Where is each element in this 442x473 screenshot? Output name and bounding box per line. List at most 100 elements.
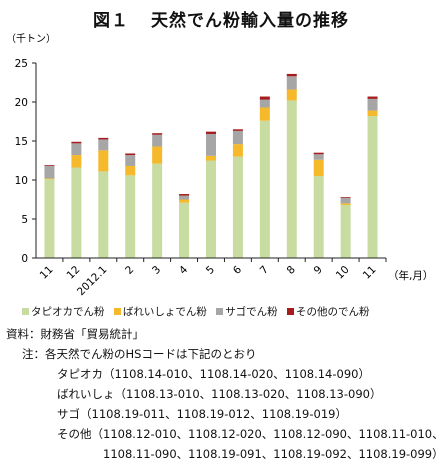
- bar-segment-other: [367, 96, 378, 99]
- bar-segment-sago: [98, 139, 109, 151]
- bar-segment-other: [125, 153, 136, 156]
- legend-item-tapioca: タピオカでん粉: [22, 304, 105, 319]
- hs-code-name: その他: [57, 427, 92, 441]
- hs-code-row-tapioca: タピオカ（1108.14-010、1108.14-020、1108.14-090…: [57, 365, 370, 385]
- bar-segment-tapioca: [44, 179, 55, 258]
- bar-segment-potato: [206, 155, 216, 161]
- hs-code-name: サゴ: [57, 407, 80, 421]
- note-text: 各天然でん粉のHSコードは下記のとおり: [45, 347, 257, 361]
- legend-label-sago: サゴでん粉: [225, 306, 278, 318]
- x-tick-label: 5: [204, 264, 217, 277]
- hs-code-values: （1108.19-011、1108.19-012、1108.19-019）: [80, 407, 347, 421]
- bar-segment-sago: [286, 76, 297, 90]
- bar-segment-potato: [286, 89, 297, 101]
- source-row: 資料：財務省「貿易統計」: [6, 325, 144, 345]
- bar-segment-tapioca: [206, 160, 216, 258]
- bar-segment-other: [206, 131, 216, 134]
- bars-group: [44, 73, 378, 258]
- bar-segment-other: [179, 194, 190, 196]
- x-tick-label: 4: [177, 263, 190, 276]
- note-row: 注：各天然でん粉のHSコードは下記のとおり: [22, 345, 256, 365]
- hs-code-values-continued: 1108.11-090、1108.19-091、1108.19-092、1108…: [103, 447, 442, 461]
- x-tick-label: 3: [150, 264, 163, 277]
- x-tick-label: 11: [38, 264, 56, 282]
- legend-item-sago: サゴでん粉: [216, 304, 278, 319]
- y-tick-label: 25: [15, 58, 28, 70]
- bar-segment-tapioca: [71, 167, 82, 258]
- legend-label-tapioca: タピオカでん粉: [31, 306, 105, 318]
- legend-label-other: その他のでん粉: [296, 306, 370, 318]
- x-tick-label: 9: [312, 264, 325, 277]
- bar-segment-potato: [71, 155, 82, 168]
- bar-segment-sago: [367, 98, 378, 111]
- chart-title: 図１ 天然でん粉輸入量の推移: [0, 6, 442, 31]
- x-axis-label: （年,月）: [388, 269, 433, 282]
- y-axis-label: （千トン）: [6, 33, 56, 45]
- source-label: 資料：: [6, 327, 41, 341]
- bar-segment-sago: [206, 133, 216, 156]
- bar-segment-potato: [313, 159, 324, 177]
- figure-title: 天然でん粉輸入量の推移: [151, 11, 349, 31]
- y-tick-label: 15: [15, 136, 28, 148]
- bar-segment-tapioca: [259, 120, 270, 258]
- bar-segment-tapioca: [232, 156, 243, 258]
- hs-code-row-other-continued: 1108.11-090、1108.19-091、1108.19-092、1108…: [103, 445, 442, 465]
- hs-code-name: ばれいしょ: [57, 387, 115, 401]
- chart-legend: タピオカでん粉 ばれいしょでん粉 サゴでん粉 その他のでん粉: [22, 304, 376, 319]
- x-tick-label: 7: [258, 264, 271, 277]
- hs-code-row-other: その他（1108.12-010、1108.12-020、1108.12-090、…: [57, 425, 442, 445]
- bar-segment-potato: [125, 165, 136, 176]
- note-label: 注：: [22, 347, 45, 361]
- hs-code-row-sago: サゴ（1108.19-011、1108.19-012、1108.19-019）: [57, 405, 347, 425]
- bar-segment-potato: [179, 199, 190, 203]
- bar-segment-sago: [340, 197, 351, 204]
- y-tick-label: 0: [21, 253, 28, 265]
- bar-segment-tapioca: [179, 202, 190, 258]
- bar-segment-other: [98, 137, 109, 140]
- bar-segment-sago: [125, 155, 136, 166]
- bar-segment-other: [286, 73, 297, 77]
- legend-swatch-sago: [216, 308, 224, 315]
- x-tick-label: 2012.1: [75, 264, 109, 298]
- bar-segment-tapioca: [286, 100, 297, 258]
- x-tick-label: 12: [65, 264, 83, 282]
- bar-segment-potato: [44, 178, 55, 180]
- figure-number: 図１: [93, 11, 129, 31]
- source-text: 財務省「貿易統計」: [40, 327, 145, 341]
- bar-segment-potato: [152, 146, 163, 164]
- y-axis: 0 5 10 15 20 25: [15, 58, 37, 265]
- bar-segment-other: [340, 197, 351, 198]
- bar-segment-potato: [340, 203, 351, 205]
- bar-segment-other: [232, 129, 243, 131]
- bar-segment-tapioca: [152, 163, 163, 258]
- hs-code-values: （1108.14-010、1108.14-020、1108.14-090）: [103, 367, 370, 381]
- y-tick-label: 5: [21, 214, 28, 226]
- bar-segment-sago: [71, 143, 82, 156]
- x-tick-label: 8: [285, 264, 298, 277]
- bar-segment-other: [152, 133, 163, 135]
- bar-segment-sago: [44, 165, 55, 179]
- legend-label-potato: ばれいしょでん粉: [122, 306, 207, 318]
- y-tick-label: 20: [15, 97, 28, 109]
- hs-code-values: （1108.12-010、1108.12-020、1108.12-090、110…: [91, 427, 442, 441]
- bar-segment-tapioca: [125, 175, 136, 258]
- y-tick-label: 10: [15, 175, 28, 187]
- x-tick-label: 11: [361, 264, 379, 282]
- bar-segment-tapioca: [340, 204, 351, 258]
- legend-item-other: その他のでん粉: [287, 304, 370, 319]
- bar-segment-other: [313, 152, 324, 155]
- bar-segment-other: [71, 141, 82, 144]
- legend-swatch-tapioca: [22, 308, 29, 315]
- hs-code-row-potato: ばれいしょ（1108.13-010、1108.13-020、1108.13-09…: [57, 385, 381, 405]
- bar-segment-potato: [259, 107, 270, 121]
- bar-segment-tapioca: [367, 116, 378, 258]
- bar-segment-potato: [367, 110, 378, 117]
- legend-item-potato: ばれいしょでん粉: [113, 304, 207, 319]
- bar-segment-sago: [313, 154, 324, 160]
- bar-segment-sago: [259, 99, 270, 108]
- bar-segment-tapioca: [98, 171, 109, 258]
- hs-code-values: （1108.13-010、1108.13-020、1108.13-090）: [114, 387, 382, 401]
- bar-segment-tapioca: [313, 176, 324, 258]
